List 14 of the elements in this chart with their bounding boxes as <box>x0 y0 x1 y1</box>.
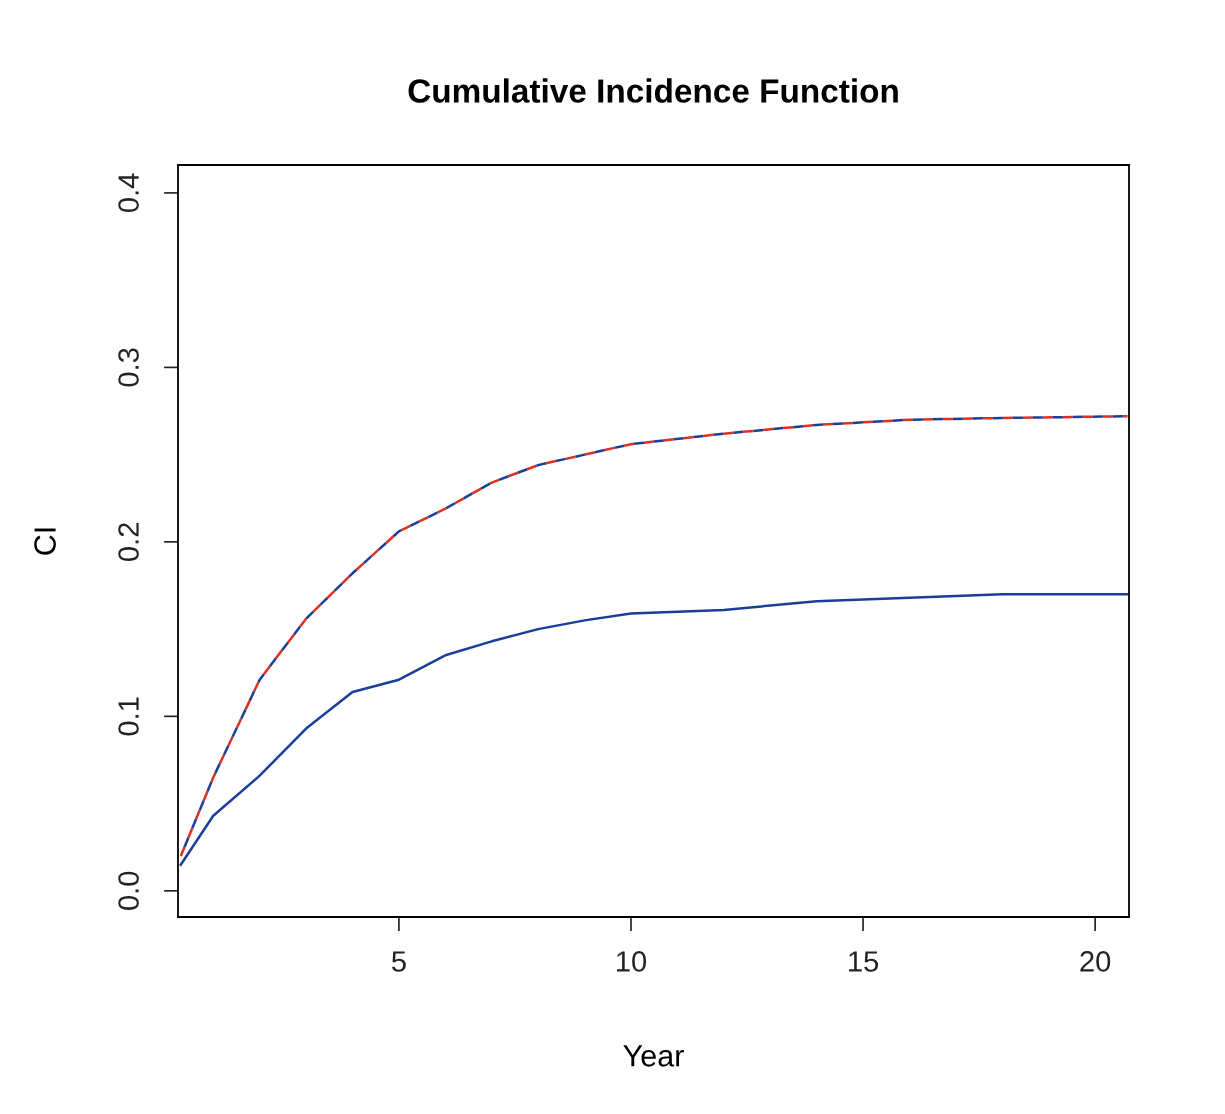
line-series <box>179 415 1129 858</box>
x-tick-label: 10 <box>616 951 647 972</box>
x-tick-label: 20 <box>1080 951 1111 972</box>
y-axis-title: CI <box>34 528 56 555</box>
y-tick-label: 0.3 <box>118 348 139 387</box>
y-tick-label: 0.1 <box>118 697 139 736</box>
x-tick-label: 15 <box>849 951 879 972</box>
line-series <box>179 592 1129 866</box>
x-axis-title: Year <box>623 1045 684 1067</box>
chart-title: Cumulative Incidence Function <box>408 78 898 103</box>
y-tick-label: 0.2 <box>118 523 139 561</box>
x-tick-label: 5 <box>391 951 406 972</box>
y-tick-label: 0.4 <box>118 173 139 213</box>
y-tick-label: 0.0 <box>118 871 139 910</box>
